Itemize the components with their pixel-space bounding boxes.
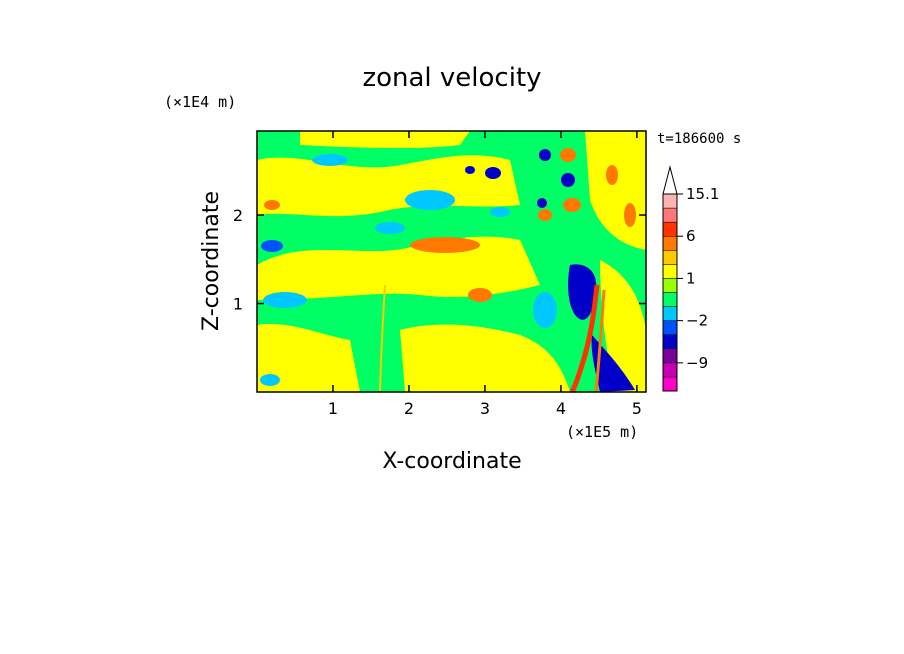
cyan-patch-5 <box>533 292 557 328</box>
x-tick-label-0: 1 <box>328 399 338 418</box>
colorbar-swatch-6 <box>662 292 678 307</box>
orange-patch-5 <box>538 209 552 221</box>
colorbar-swatch-9 <box>662 250 678 265</box>
colorbar-swatch-0 <box>662 376 678 392</box>
colorbar-label-2: 1 <box>686 269 696 287</box>
x-axis-label: X-coordinate <box>382 449 521 474</box>
colorbar-swatch-2 <box>662 348 678 364</box>
x-axis-ticks: 1 2 3 4 5 <box>328 131 642 418</box>
colorbar-swatch-4 <box>662 320 678 335</box>
colorbar-label-1: 6 <box>686 227 696 245</box>
blue-patches <box>261 149 635 392</box>
colorbar-label-3: −2 <box>686 312 708 330</box>
middle-yellow-band <box>257 236 540 300</box>
x-tick-label-3: 4 <box>556 399 566 418</box>
orange-patch-7 <box>264 200 280 210</box>
faint-shear-line <box>379 284 386 393</box>
cyan-patches <box>260 154 557 386</box>
cyan-patch-2 <box>312 154 348 166</box>
orange-patch-8 <box>624 203 636 227</box>
orange-patch-6 <box>606 165 618 185</box>
red-shear-band <box>379 284 606 394</box>
orange-patch-2 <box>468 288 492 302</box>
orange-patch-1 <box>410 237 480 253</box>
blue-lower-region <box>591 335 635 392</box>
lower-left-yellow <box>257 323 360 392</box>
orange-patch-4 <box>563 198 581 212</box>
cyan-patch-4 <box>375 222 405 234</box>
cyan-patch-6 <box>260 374 280 386</box>
colorbar-swatch-10 <box>662 235 678 251</box>
colorbar-label-0: 15.1 <box>686 185 719 203</box>
y-unit-label: (×1E4 m) <box>164 93 236 111</box>
blue-strong-region <box>568 264 597 320</box>
plot-frame <box>256 130 647 393</box>
x-tick-label-4: 5 <box>632 399 642 418</box>
contour-field <box>257 131 646 394</box>
orange-patch-3 <box>560 148 576 162</box>
blue-patch-2 <box>485 167 501 179</box>
orange-patches <box>264 148 636 302</box>
colorbar-swatch-5 <box>662 306 678 321</box>
colorbar-max-arrow <box>662 165 678 195</box>
x-tick-label-1: 2 <box>404 399 414 418</box>
cyan-patch-1 <box>405 190 455 210</box>
colorbar-swatch-13 <box>662 193 678 209</box>
blue-patch-3 <box>465 166 475 174</box>
cyan-patch-7 <box>490 207 510 217</box>
x-unit-label: (×1E5 m) <box>566 423 638 441</box>
colorbar-swatch-7 <box>662 278 678 293</box>
colorbar-swatches <box>662 193 678 392</box>
colorbar-labels: 15.1 6 1 −2 −9 <box>677 185 719 372</box>
blue-patch-6 <box>537 198 547 208</box>
chart-title: zonal velocity <box>362 63 541 93</box>
y-tick-label-0: 1 <box>233 295 243 314</box>
cyan-patch-3 <box>263 292 307 308</box>
colorbar-swatch-12 <box>662 207 678 223</box>
y-axis-ticks: 12 <box>233 206 646 314</box>
colorbar: 15.1 6 1 −2 −9 <box>662 165 719 392</box>
top-strip-yellow <box>300 131 470 149</box>
time-label: t=186600 s <box>657 131 741 147</box>
colorbar-swatch-11 <box>662 221 678 237</box>
lower-middle-yellow <box>400 324 570 392</box>
orange-shear-line <box>594 289 606 393</box>
colorbar-swatch-1 <box>662 362 678 378</box>
blue-patch-1 <box>261 240 283 252</box>
colorbar-frame <box>662 193 678 392</box>
y-tick-label-1: 2 <box>233 206 243 225</box>
x-tick-label-2: 3 <box>480 399 490 418</box>
y-axis-label: Z-coordinate <box>199 191 224 331</box>
colorbar-label-4: −9 <box>686 354 708 372</box>
colorbar-swatch-3 <box>662 334 678 350</box>
red-shear-line <box>569 284 600 394</box>
blue-patch-4 <box>539 149 551 161</box>
colorbar-swatch-8 <box>662 264 678 279</box>
blue-patch-5 <box>561 173 575 187</box>
